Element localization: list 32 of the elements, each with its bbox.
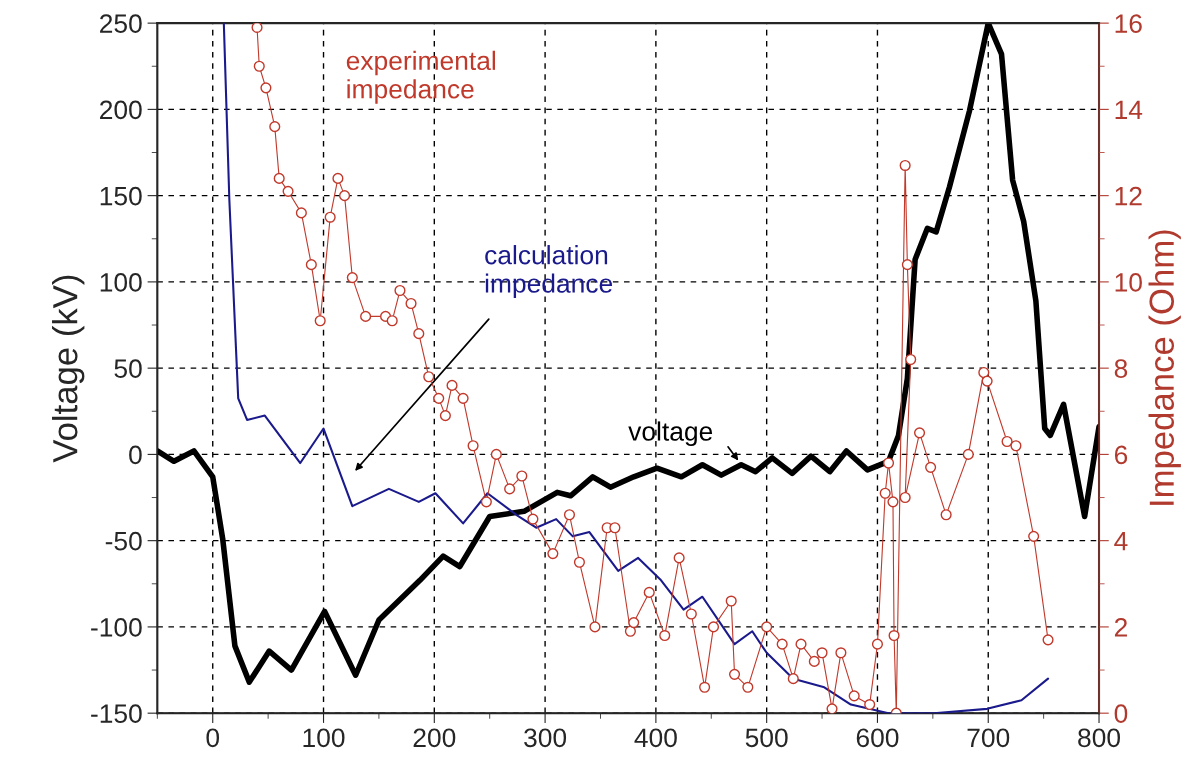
x-tick-label: 500 [745,728,788,748]
y2-tick-label: 4 [1114,532,1128,551]
annotation: voltage [628,421,713,447]
y-axis-title: Voltage (kV) [52,275,85,463]
y2-tick-label: 2 [1114,618,1127,637]
y-tick-label: 50 [114,359,142,378]
x-tick-label: 200 [413,728,456,748]
y2-tick-label: 8 [1114,359,1128,378]
x-tick-label: 300 [524,728,567,748]
y2-tick-label: 0 [1114,704,1128,723]
annotation: calculation impedance [485,245,613,299]
x-tick-label: 700 [967,728,1010,748]
y2-tick-label: 6 [1114,445,1128,465]
y2-tick-label: 12 [1115,186,1142,206]
annotation: experimental impedance [346,50,495,104]
x-tick-label: 800 [1078,728,1121,748]
y-tick-label: 0 [129,445,142,465]
y-tick-label: -50 [105,531,142,551]
y-tick-label: 200 [100,100,142,120]
y2-tick-label: 16 [1115,14,1142,33]
x-tick-label: 0 [206,728,220,748]
x-tick-label: 400 [634,728,677,748]
y-tick-label: 250 [100,14,142,33]
x-tick-label: 100 [303,728,345,748]
y2-tick-label: 14 [1115,100,1143,119]
x-tick-label: 600 [856,728,899,748]
y-tick-label: -150 [91,704,142,723]
y-tick-label: 150 [100,186,142,206]
y2-axis-title: Impedance (Ohm) [1148,230,1181,505]
y-tick-label: -100 [91,618,142,637]
y-tick-label: 100 [100,273,142,292]
y2-tick-label: 10 [1115,273,1142,292]
